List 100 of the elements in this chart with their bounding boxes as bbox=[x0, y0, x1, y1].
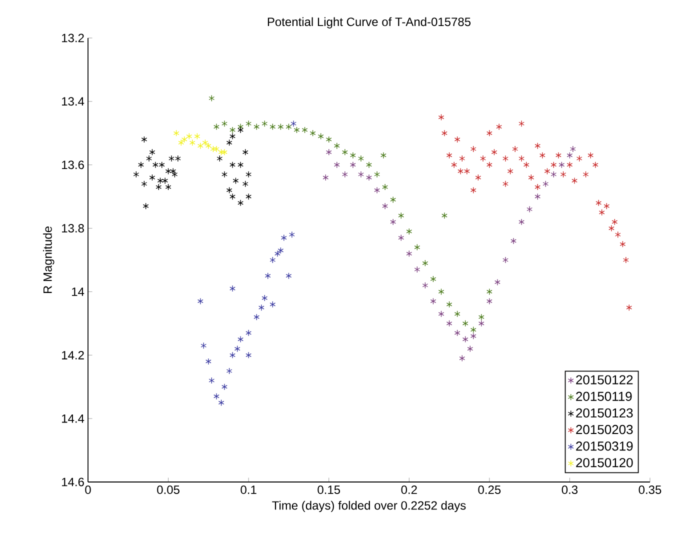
point bbox=[246, 171, 252, 178]
y-axis-title: R Magnitude bbox=[43, 226, 54, 294]
point bbox=[556, 152, 562, 159]
point bbox=[512, 146, 518, 152]
point bbox=[480, 155, 486, 162]
point bbox=[494, 278, 500, 286]
point bbox=[382, 202, 388, 210]
point bbox=[222, 120, 228, 127]
point bbox=[358, 155, 364, 162]
point bbox=[342, 148, 348, 156]
point bbox=[226, 368, 232, 374]
x-axis-title: Time (days) folded over 0.2252 days bbox=[272, 500, 466, 512]
point bbox=[486, 130, 492, 136]
point bbox=[542, 180, 549, 188]
point bbox=[510, 238, 516, 244]
point bbox=[502, 256, 508, 264]
point bbox=[216, 155, 223, 162]
legend-label: 20150123 bbox=[576, 408, 633, 418]
point bbox=[374, 171, 380, 178]
point bbox=[390, 196, 396, 204]
point bbox=[350, 162, 356, 168]
point bbox=[486, 162, 492, 168]
point bbox=[442, 130, 448, 136]
point bbox=[133, 171, 140, 178]
point bbox=[620, 240, 626, 248]
y-tick-label: 14.4 bbox=[62, 414, 84, 423]
point bbox=[382, 184, 388, 190]
point bbox=[234, 345, 240, 352]
point bbox=[174, 155, 181, 162]
chart-title: Potential Light Curve of T-And-015785 bbox=[268, 17, 471, 28]
point bbox=[350, 152, 356, 159]
point bbox=[470, 326, 476, 334]
point bbox=[470, 146, 476, 152]
point bbox=[380, 152, 386, 159]
x-tick-label: 0.2 bbox=[401, 486, 417, 494]
point bbox=[451, 162, 458, 168]
point bbox=[438, 114, 444, 121]
point bbox=[366, 174, 372, 181]
point bbox=[464, 168, 470, 175]
point bbox=[475, 174, 482, 181]
point bbox=[246, 330, 252, 336]
point bbox=[406, 250, 412, 257]
point bbox=[208, 377, 215, 384]
point bbox=[246, 352, 252, 358]
point bbox=[534, 184, 541, 190]
point bbox=[572, 177, 578, 184]
point bbox=[446, 301, 452, 308]
point bbox=[502, 155, 508, 162]
point bbox=[246, 193, 252, 200]
point bbox=[342, 171, 348, 178]
point bbox=[414, 244, 420, 251]
point bbox=[202, 139, 208, 146]
point bbox=[491, 148, 498, 156]
point bbox=[238, 162, 244, 168]
point bbox=[518, 120, 524, 127]
point bbox=[146, 155, 152, 162]
y-tick-label: 14 bbox=[72, 288, 84, 296]
point bbox=[157, 177, 164, 184]
y-tick-label: 13.2 bbox=[62, 34, 84, 42]
point bbox=[242, 180, 248, 188]
point bbox=[588, 152, 594, 159]
point bbox=[534, 193, 541, 200]
point bbox=[334, 142, 340, 150]
point bbox=[270, 301, 276, 308]
point bbox=[507, 168, 514, 175]
x-tick-label: 0.05 bbox=[157, 486, 180, 494]
point bbox=[262, 120, 268, 127]
point bbox=[526, 206, 533, 213]
x-tick-label: 0.15 bbox=[318, 486, 340, 494]
point bbox=[170, 168, 176, 175]
point bbox=[566, 162, 573, 168]
point bbox=[142, 202, 149, 210]
point bbox=[278, 247, 284, 254]
point bbox=[446, 152, 452, 159]
point bbox=[222, 171, 228, 178]
point bbox=[486, 298, 492, 305]
point bbox=[518, 218, 524, 226]
point bbox=[264, 272, 271, 280]
point bbox=[614, 231, 621, 238]
point bbox=[230, 285, 236, 292]
point bbox=[230, 126, 236, 134]
point bbox=[528, 174, 534, 181]
point bbox=[442, 212, 448, 219]
point bbox=[596, 200, 602, 206]
point bbox=[406, 228, 412, 235]
point bbox=[258, 304, 264, 311]
point bbox=[414, 266, 420, 273]
point bbox=[270, 123, 276, 130]
point bbox=[149, 174, 156, 181]
point bbox=[523, 162, 530, 168]
point bbox=[459, 354, 466, 362]
point bbox=[430, 276, 436, 282]
point bbox=[322, 174, 329, 181]
point bbox=[446, 320, 452, 327]
point bbox=[242, 148, 248, 156]
point bbox=[274, 250, 280, 257]
point bbox=[278, 123, 284, 130]
point bbox=[230, 352, 236, 358]
point bbox=[592, 162, 598, 168]
point bbox=[544, 168, 550, 175]
